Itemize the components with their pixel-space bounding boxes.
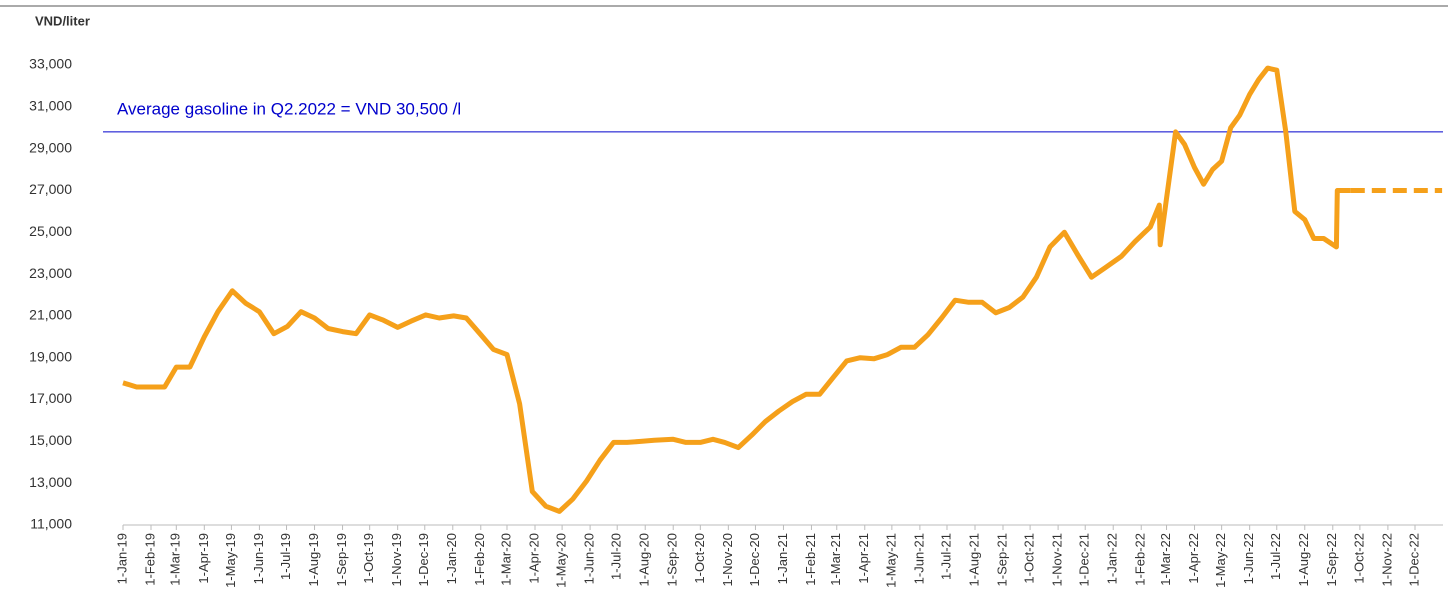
y-tick-label: 29,000: [29, 139, 72, 155]
reference-label: Average gasoline in Q2.2022 = VND 30,500…: [117, 99, 461, 118]
x-tick-label: 1-May-20: [554, 533, 569, 588]
x-tick-label: 1-Jun-19: [251, 533, 266, 584]
x-tick-label: 1-Sep-21: [994, 533, 1009, 586]
x-tick-label: 1-Jun-21: [911, 533, 926, 584]
x-tick-label: 1-Feb-21: [803, 533, 818, 586]
x-tick-label: 1-Jan-19: [114, 533, 129, 584]
x-tick-label: 1-Jan-20: [444, 533, 459, 584]
x-tick-label: 1-Sep-20: [665, 533, 680, 586]
x-tick-label: 1-Dec-21: [1077, 533, 1092, 586]
x-tick-label: 1-Sep-19: [334, 533, 349, 586]
x-tick-label: 1-Nov-19: [389, 533, 404, 586]
x-tick-label: 1-Nov-20: [720, 533, 735, 586]
x-tick-label: 1-Feb-22: [1133, 533, 1148, 586]
x-tick-label: 1-Mar-19: [168, 533, 183, 586]
x-tick-label: 1-Jul-21: [938, 533, 953, 580]
x-tick-label: 1-Nov-21: [1050, 533, 1065, 586]
x-tick-label: 1-Apr-20: [526, 533, 541, 584]
y-tick-label: 21,000: [29, 307, 72, 323]
x-tick-label: 1-Oct-22: [1351, 533, 1366, 584]
x-tick-label: 1-Sep-22: [1324, 533, 1339, 586]
x-tick-label: 1-Aug-22: [1296, 533, 1311, 586]
x-tick-label: 1-Aug-21: [966, 533, 981, 586]
x-tick-label: 1-Jun-22: [1241, 533, 1256, 584]
x-tick-label: 1-Oct-20: [692, 533, 707, 584]
y-tick-label: 11,000: [30, 516, 72, 532]
x-tick-label: 1-Aug-20: [637, 533, 652, 586]
x-tick-label: 1-Dec-19: [416, 533, 431, 586]
x-tick-label: 1-Apr-21: [856, 533, 871, 584]
x-tick-label: 1-Aug-19: [306, 533, 321, 586]
x-tick-label: 1-Jul-22: [1268, 533, 1283, 580]
series-line: [122, 65, 1351, 514]
x-tick-label: 1-May-19: [223, 533, 238, 588]
x-tick-label: 1-Feb-19: [142, 533, 157, 586]
y-axis-label: VND/liter: [35, 13, 90, 28]
y-tick-label: 17,000: [29, 390, 72, 406]
y-tick-label: 15,000: [29, 432, 72, 448]
x-tick-label: 1-Mar-20: [498, 533, 513, 586]
x-tick-label: 1-Jun-20: [582, 533, 597, 584]
x-tick-label: 1-Jul-19: [278, 533, 293, 580]
x-tick-label: 1-Mar-22: [1158, 533, 1173, 586]
y-tick-label: 19,000: [29, 348, 72, 364]
x-tick-label: 1-Apr-22: [1186, 533, 1201, 584]
x-tick-label: 1-Oct-19: [361, 533, 376, 584]
x-tick-label: 1-Mar-21: [828, 533, 843, 586]
x-tick-label: 1-Dec-22: [1406, 533, 1421, 586]
x-tick-label: 1-Nov-22: [1379, 533, 1394, 586]
x-tick-label: 1-Jan-21: [775, 533, 790, 584]
y-tick-label: 13,000: [29, 474, 72, 490]
y-tick-label: 23,000: [29, 265, 72, 281]
x-tick-label: 1-Jul-20: [609, 533, 624, 580]
x-tick-label: 1-Apr-19: [196, 533, 211, 584]
y-tick-label: 25,000: [29, 223, 72, 239]
x-tick-label: 1-Feb-20: [472, 533, 487, 586]
x-tick-label: 1-Oct-21: [1022, 533, 1037, 584]
x-tick-label: 1-Dec-20: [747, 533, 762, 586]
x-tick-label: 1-May-22: [1213, 533, 1228, 588]
x-tick-label: 1-May-21: [883, 533, 898, 588]
x-tick-label: 1-Jan-22: [1105, 533, 1120, 584]
y-tick-label: 33,000: [29, 56, 72, 72]
y-tick-label: 27,000: [29, 181, 72, 197]
y-tick-label: 31,000: [29, 98, 72, 114]
